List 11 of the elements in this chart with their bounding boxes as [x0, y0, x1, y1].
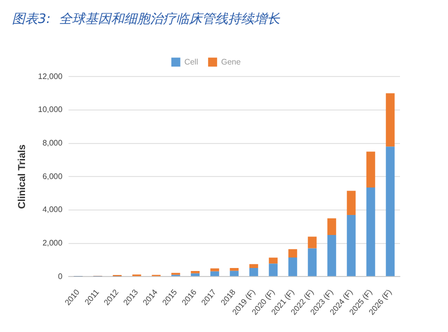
legend-label: Gene: [221, 57, 242, 66]
y-tick-label: 2,000: [42, 238, 64, 248]
y-tick-label: 4,000: [42, 205, 64, 214]
legend-label: Cell: [184, 57, 198, 66]
y-tick-label: 10,000: [38, 105, 64, 114]
y-tick-label: 6,000: [42, 172, 64, 181]
y-axis-title: Clinical Trials: [16, 144, 28, 209]
chart-title: 图表3: 全球基因和细胞治疗临床管线持续增长: [12, 12, 281, 28]
y-tick-label: 8,000: [42, 138, 64, 148]
y-tick-label: 0: [58, 272, 64, 281]
y-tick-label: 12,000: [38, 72, 64, 81]
